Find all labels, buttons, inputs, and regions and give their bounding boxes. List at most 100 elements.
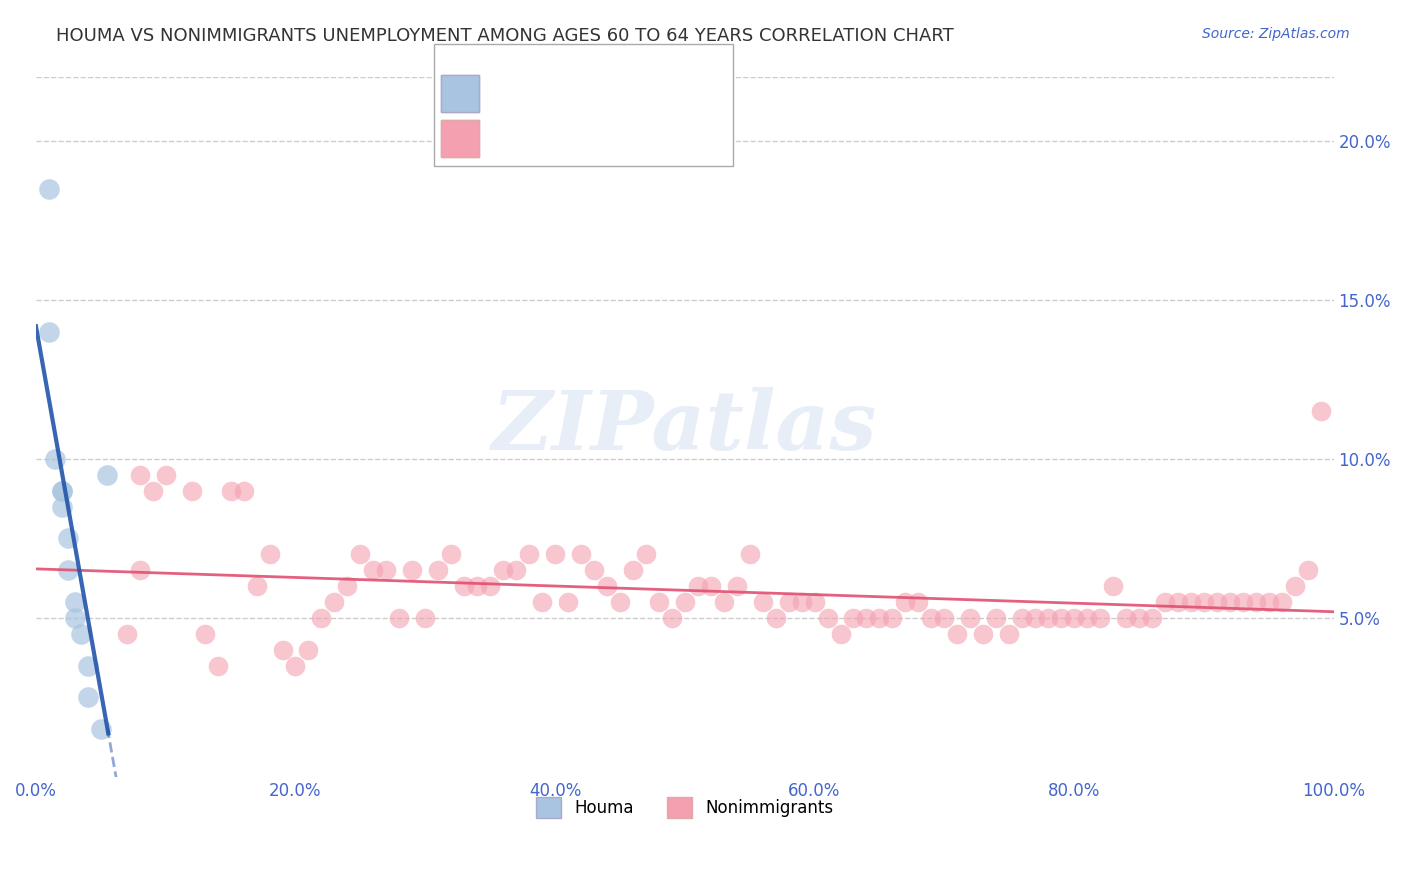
Point	[63, 611, 86, 625]
Point	[44, 452, 66, 467]
Point	[363, 563, 385, 577]
Point	[713, 595, 735, 609]
Point	[544, 547, 567, 561]
Point	[868, 611, 890, 625]
Point	[440, 547, 463, 561]
Point	[569, 547, 592, 561]
Point	[1232, 595, 1254, 609]
Point	[842, 611, 865, 625]
Text: HOUMA VS NONIMMIGRANTS UNEMPLOYMENT AMONG AGES 60 TO 64 YEARS CORRELATION CHART: HOUMA VS NONIMMIGRANTS UNEMPLOYMENT AMON…	[56, 27, 955, 45]
Point	[596, 579, 619, 593]
Point	[517, 547, 540, 561]
Point	[1244, 595, 1267, 609]
Point	[1180, 595, 1202, 609]
Point	[128, 563, 150, 577]
Point	[738, 547, 761, 561]
Point	[959, 611, 981, 625]
Point	[830, 627, 852, 641]
Point	[38, 325, 60, 339]
Point	[1076, 611, 1098, 625]
Point	[920, 611, 942, 625]
Point	[972, 627, 994, 641]
Point	[1154, 595, 1177, 609]
Point	[115, 627, 138, 641]
Point	[1284, 579, 1306, 593]
Point	[96, 467, 118, 482]
Point	[259, 547, 281, 561]
Point	[51, 483, 73, 498]
Point	[790, 595, 813, 609]
Point	[1140, 611, 1163, 625]
Point	[155, 467, 177, 482]
Point	[1036, 611, 1059, 625]
Point	[492, 563, 515, 577]
Text: R =   0.11   N = 142: R = 0.11 N = 142	[485, 125, 652, 143]
Point	[1219, 595, 1241, 609]
Point	[803, 595, 825, 609]
Point	[51, 500, 73, 514]
Point	[63, 595, 86, 609]
Point	[778, 595, 800, 609]
Point	[453, 579, 475, 593]
Point	[673, 595, 696, 609]
Point	[336, 579, 359, 593]
Point	[58, 532, 80, 546]
Point	[1205, 595, 1227, 609]
Point	[70, 627, 93, 641]
Point	[297, 642, 319, 657]
Text: ZIPatlas: ZIPatlas	[492, 387, 877, 467]
Point	[427, 563, 450, 577]
Point	[388, 611, 411, 625]
Point	[349, 547, 371, 561]
Point	[465, 579, 488, 593]
Point	[1257, 595, 1279, 609]
Point	[401, 563, 423, 577]
Point	[1192, 595, 1215, 609]
Point	[375, 563, 398, 577]
Point	[648, 595, 671, 609]
Point	[284, 658, 307, 673]
Point	[38, 182, 60, 196]
Point	[219, 483, 242, 498]
Point	[76, 658, 98, 673]
Point	[634, 547, 657, 561]
Point	[700, 579, 723, 593]
Point	[817, 611, 839, 625]
Point	[245, 579, 267, 593]
Legend: Houma, Nonimmigrants: Houma, Nonimmigrants	[529, 791, 841, 824]
Point	[1167, 595, 1189, 609]
Point	[232, 483, 254, 498]
Point	[725, 579, 748, 593]
Point	[323, 595, 346, 609]
Point	[1309, 404, 1331, 418]
Point	[180, 483, 202, 498]
Point	[1128, 611, 1150, 625]
Point	[505, 563, 527, 577]
Point	[194, 627, 217, 641]
Point	[934, 611, 956, 625]
Point	[946, 627, 969, 641]
Point	[1296, 563, 1319, 577]
Point	[998, 627, 1021, 641]
Point	[765, 611, 787, 625]
Point	[1050, 611, 1073, 625]
Point	[90, 722, 112, 736]
Point	[479, 579, 502, 593]
Text: R = -0.431   N =  15: R = -0.431 N = 15	[485, 80, 654, 98]
Point	[621, 563, 644, 577]
Point	[882, 611, 904, 625]
Point	[751, 595, 773, 609]
Point	[907, 595, 929, 609]
Point	[58, 563, 80, 577]
Point	[531, 595, 554, 609]
Point	[582, 563, 605, 577]
Point	[413, 611, 436, 625]
Point	[661, 611, 683, 625]
Point	[894, 595, 917, 609]
Point	[1102, 579, 1125, 593]
Point	[557, 595, 579, 609]
Point	[271, 642, 294, 657]
Point	[1088, 611, 1111, 625]
Point	[51, 483, 73, 498]
Point	[986, 611, 1008, 625]
